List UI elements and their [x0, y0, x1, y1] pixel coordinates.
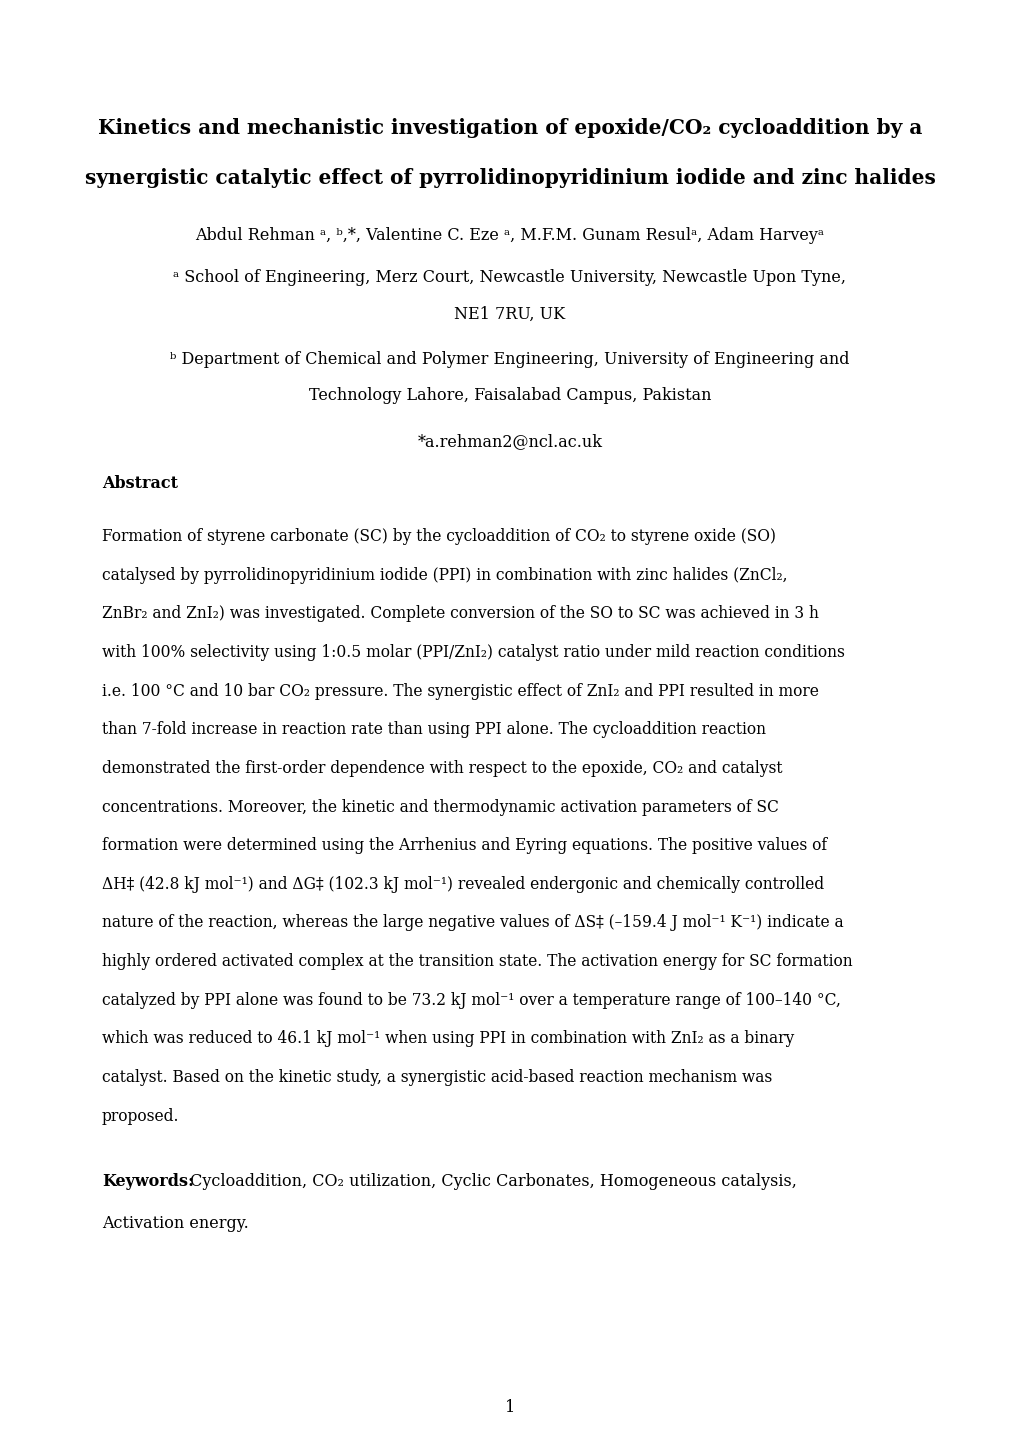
Text: with 100% selectivity using 1:0.5 molar (PPI/ZnI₂) catalyst ratio under mild rea: with 100% selectivity using 1:0.5 molar …: [102, 645, 844, 660]
Text: than 7-fold increase in reaction rate than using PPI alone. The cycloaddition re: than 7-fold increase in reaction rate th…: [102, 721, 765, 738]
Text: demonstrated the first-order dependence with respect to the epoxide, CO₂ and cat: demonstrated the first-order dependence …: [102, 760, 782, 777]
Text: *a.rehman2@ncl.ac.uk: *a.rehman2@ncl.ac.uk: [417, 434, 602, 450]
Text: Cycloaddition, CO₂ utilization, Cyclic Carbonates, Homogeneous catalysis,: Cycloaddition, CO₂ utilization, Cyclic C…: [184, 1172, 796, 1190]
Text: proposed.: proposed.: [102, 1107, 179, 1125]
Text: Abdul Rehman ᵃ, ᵇ,*, Valentine C. Eze ᵃ, M.F.M. Gunam Resulᵃ, Adam Harveyᵃ: Abdul Rehman ᵃ, ᵇ,*, Valentine C. Eze ᵃ,…: [196, 226, 823, 244]
Text: which was reduced to 46.1 kJ mol⁻¹ when using PPI in combination with ZnI₂ as a : which was reduced to 46.1 kJ mol⁻¹ when …: [102, 1031, 794, 1047]
Text: 1: 1: [504, 1400, 515, 1416]
Text: Formation of styrene carbonate (SC) by the cycloaddition of CO₂ to styrene oxide: Formation of styrene carbonate (SC) by t…: [102, 528, 775, 545]
Text: synergistic catalytic effect of pyrrolidinopyridinium iodide and zinc halides: synergistic catalytic effect of pyrrolid…: [85, 169, 934, 187]
Text: catalysed by pyrrolidinopyridinium iodide (PPI) in combination with zinc halides: catalysed by pyrrolidinopyridinium iodid…: [102, 567, 787, 584]
Text: ZnBr₂ and ZnI₂) was investigated. Complete conversion of the SO to SC was achiev: ZnBr₂ and ZnI₂) was investigated. Comple…: [102, 606, 818, 623]
Text: Kinetics and mechanistic investigation of epoxide/CO₂ cycloaddition by a: Kinetics and mechanistic investigation o…: [98, 118, 921, 138]
Text: Technology Lahore, Faisalabad Campus, Pakistan: Technology Lahore, Faisalabad Campus, Pa…: [309, 388, 710, 405]
Text: Keywords:: Keywords:: [102, 1172, 194, 1190]
Text: i.e. 100 °C and 10 bar CO₂ pressure. The synergistic effect of ZnI₂ and PPI resu: i.e. 100 °C and 10 bar CO₂ pressure. The…: [102, 682, 818, 699]
Text: Activation energy.: Activation energy.: [102, 1216, 249, 1233]
Text: ᵃ School of Engineering, Merz Court, Newcastle University, Newcastle Upon Tyne,: ᵃ School of Engineering, Merz Court, New…: [173, 270, 846, 287]
Text: ᵇ Department of Chemical and Polymer Engineering, University of Engineering and: ᵇ Department of Chemical and Polymer Eng…: [170, 352, 849, 369]
Text: highly ordered activated complex at the transition state. The activation energy : highly ordered activated complex at the …: [102, 953, 852, 970]
Text: Abstract: Abstract: [102, 474, 178, 492]
Text: concentrations. Moreover, the kinetic and thermodynamic activation parameters of: concentrations. Moreover, the kinetic an…: [102, 799, 779, 816]
Text: ΔH‡ (42.8 kJ mol⁻¹) and ΔG‡ (102.3 kJ mol⁻¹) revealed endergonic and chemically : ΔH‡ (42.8 kJ mol⁻¹) and ΔG‡ (102.3 kJ mo…: [102, 875, 823, 893]
Text: catalyzed by PPI alone was found to be 73.2 kJ mol⁻¹ over a temperature range of: catalyzed by PPI alone was found to be 7…: [102, 992, 840, 1009]
Text: nature of the reaction, whereas the large negative values of ΔS‡ (–159.4 J mol⁻¹: nature of the reaction, whereas the larg…: [102, 914, 843, 932]
Text: NE1 7RU, UK: NE1 7RU, UK: [454, 306, 565, 323]
Text: formation were determined using the Arrhenius and Eyring equations. The positive: formation were determined using the Arrh…: [102, 838, 826, 854]
Text: catalyst. Based on the kinetic study, a synergistic acid-based reaction mechanis: catalyst. Based on the kinetic study, a …: [102, 1069, 771, 1086]
